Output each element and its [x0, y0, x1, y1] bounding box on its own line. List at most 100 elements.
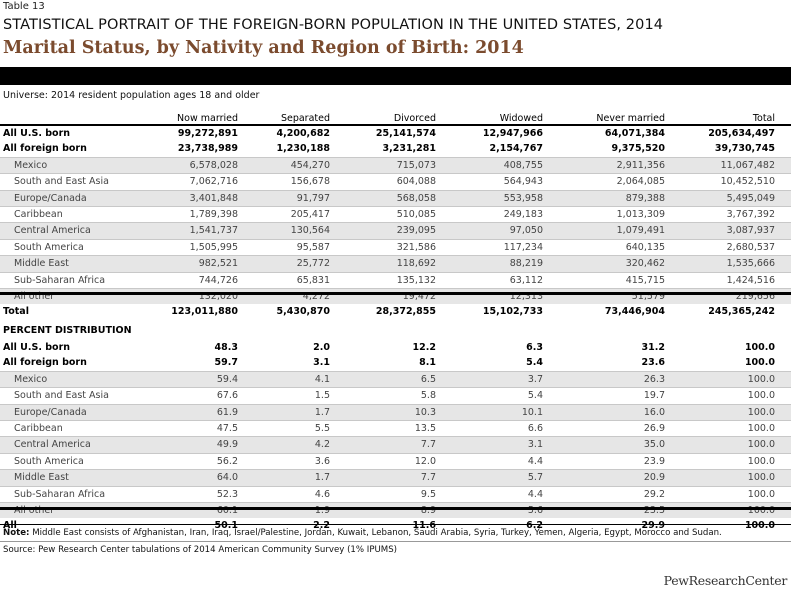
- row-padding: [775, 340, 791, 355]
- counts-table: All U.S. born 99,272,891 4,200,682 25,141,5…: [0, 126, 791, 320]
- table-cell: 91,797: [238, 189, 330, 207]
- table-row: Sub-Saharan Africa 52.3 4.6 9.5 4.4 29.2 100.0: [0, 485, 791, 503]
- table-cell: 47.5: [130, 420, 238, 437]
- row-padding: [775, 387, 791, 405]
- table-cell: 100.0: [665, 469, 775, 487]
- table-cell: 12,313: [436, 288, 543, 305]
- table-cell: 11.6: [412, 520, 436, 532]
- row-label: Central America: [0, 436, 130, 454]
- table-cell: 67.6: [130, 387, 238, 405]
- table-cell: 29.9: [641, 520, 665, 532]
- table-cell: 2,154,767: [489, 143, 544, 155]
- report-supertitle: STATISTICAL PORTRAIT OF THE FOREIGN-BORN…: [3, 17, 664, 33]
- table-cell: 29.2: [543, 485, 665, 503]
- table-cell: 100.0: [665, 485, 775, 503]
- table-row: Middle East 982,521 25,772 118,692 88,219 320…: [0, 255, 791, 273]
- table-cell: 4.6: [238, 485, 330, 503]
- column-header-now-married: Now married: [177, 113, 238, 124]
- footnote-text: Middle East consists of Afghanistan, Ira…: [29, 528, 722, 538]
- table-cell: 64,071,384: [604, 128, 665, 139]
- table-cell: 1,230,188: [276, 143, 331, 155]
- table-cell: 100.0: [665, 403, 775, 421]
- footnote-label: Note:: [3, 528, 30, 538]
- table-cell: 1,013,309: [543, 206, 665, 223]
- row-padding: [775, 436, 791, 454]
- row-label: Central America: [0, 222, 130, 240]
- table-row: All other 132,020 4,272 19,472 12,313 51,579 2…: [0, 288, 791, 305]
- column-header-widowed: Widowed: [499, 113, 543, 124]
- table-cell: 408,755: [436, 156, 543, 174]
- table-row: South America 56.2 3.6 12.0 4.4 23.9 100.0: [0, 452, 791, 470]
- table-cell: 88,219: [436, 255, 543, 273]
- table-row: South and East Asia 67.6 1.5 5.8 5.4 19.7 100.…: [0, 387, 791, 405]
- table-row: Mexico 59.4 4.1 6.5 3.7 26.3 100.0: [0, 370, 791, 388]
- table-cell: 100.0: [665, 420, 775, 437]
- table-cell: 13.5: [330, 420, 436, 437]
- table-cell: 61.9: [130, 403, 238, 421]
- table-cell: 1.9: [238, 502, 330, 519]
- row-padding: [775, 288, 791, 305]
- table-cell: 6.5: [330, 370, 436, 388]
- row-label: South America: [0, 238, 130, 256]
- row-padding: [775, 271, 791, 289]
- table-cell: 744,726: [130, 271, 238, 289]
- table-cell: 715,073: [330, 156, 436, 174]
- column-header-separated: Separated: [280, 113, 330, 124]
- row-label: All other: [0, 288, 130, 305]
- table-cell: 1,535,666: [665, 255, 775, 273]
- row-padding: [775, 370, 791, 388]
- table-cell: 5.6: [436, 502, 543, 519]
- table-cell: 60.1: [130, 502, 238, 519]
- table-cell: 23,738,989: [177, 143, 238, 155]
- table-cell: 63,112: [436, 271, 543, 289]
- table-cell: 95,587: [238, 238, 330, 256]
- table-row: All 50.1 2.2 11.6 6.2 29.9 100.0: [0, 518, 791, 533]
- row-padding: [775, 403, 791, 421]
- row-padding: [775, 469, 791, 487]
- table-cell: 9,375,520: [611, 143, 666, 155]
- table-cell: 4.1: [238, 370, 330, 388]
- table-row: Europe/Canada 3,401,848 91,797 568,058 553,9…: [0, 189, 791, 207]
- table-cell: 1,079,491: [543, 222, 665, 240]
- table-cell: 7,062,716: [130, 173, 238, 191]
- table-row: Europe/Canada 61.9 1.7 10.3 10.1 16.0 100.0: [0, 403, 791, 421]
- row-padding: [775, 206, 791, 223]
- table-cell: 4,200,682: [276, 128, 331, 139]
- table-cell: 26.9: [543, 420, 665, 437]
- table-cell: 100.0: [665, 502, 775, 519]
- table-cell: 26.3: [543, 370, 665, 388]
- table-cell: 415,715: [543, 271, 665, 289]
- table-cell: 73,446,904: [604, 306, 665, 318]
- table-cell: 4.2: [238, 436, 330, 454]
- header-rule: [0, 124, 791, 126]
- row-label: Caribbean: [0, 206, 130, 223]
- table-cell: 156,678: [238, 173, 330, 191]
- table-cell: 1,505,995: [130, 238, 238, 256]
- table-cell: 239,095: [330, 222, 436, 240]
- table-cell: 100.0: [744, 357, 775, 369]
- row-padding: [775, 452, 791, 470]
- table-cell: 123,011,880: [171, 306, 238, 318]
- table-cell: 7.7: [330, 436, 436, 454]
- row-label: Sub-Saharan Africa: [0, 271, 130, 289]
- table-title: Marital Status, by Nativity and Region o…: [3, 38, 524, 58]
- title-divider-bar: [0, 67, 791, 85]
- row-padding: [775, 156, 791, 174]
- row-padding: [775, 173, 791, 191]
- table-cell: 5.7: [436, 469, 543, 487]
- row-label: Mexico: [0, 156, 130, 174]
- table-cell: 12,947,966: [482, 128, 543, 139]
- table-cell: 3.1: [313, 357, 330, 369]
- row-label: Europe/Canada: [0, 403, 130, 421]
- table-row: All other 60.1 1.9 8.9 5.6 23.5 100.0: [0, 502, 791, 519]
- row-label: Mexico: [0, 370, 130, 388]
- table-cell: 553,958: [436, 189, 543, 207]
- row-label: Middle East: [0, 255, 130, 273]
- row-label: All foreign born: [3, 143, 87, 155]
- table-cell: 2,064,085: [543, 173, 665, 191]
- table-cell: 100.0: [744, 520, 775, 532]
- total-rule: [0, 292, 791, 295]
- table-cell: 454,270: [238, 156, 330, 174]
- table-cell: 23.9: [543, 452, 665, 470]
- table-row: Middle East 64.0 1.7 7.7 5.7 20.9 100.0: [0, 469, 791, 487]
